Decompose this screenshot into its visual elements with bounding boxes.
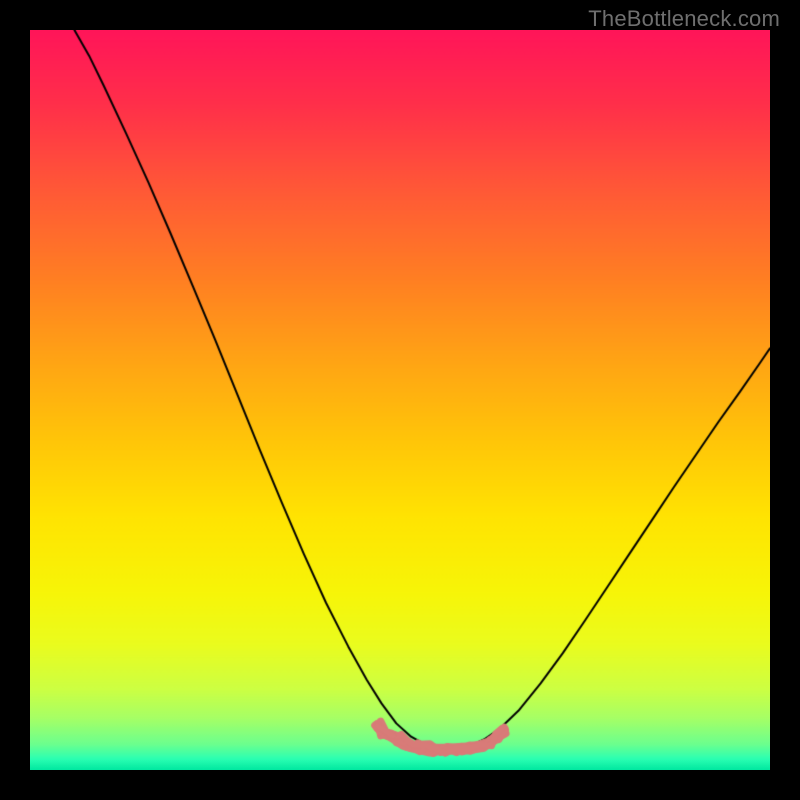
- figure-root: TheBottleneck.com: [0, 0, 800, 800]
- watermark-text: TheBottleneck.com: [588, 6, 780, 32]
- plot-area: [30, 30, 770, 770]
- plot-canvas: [30, 30, 770, 770]
